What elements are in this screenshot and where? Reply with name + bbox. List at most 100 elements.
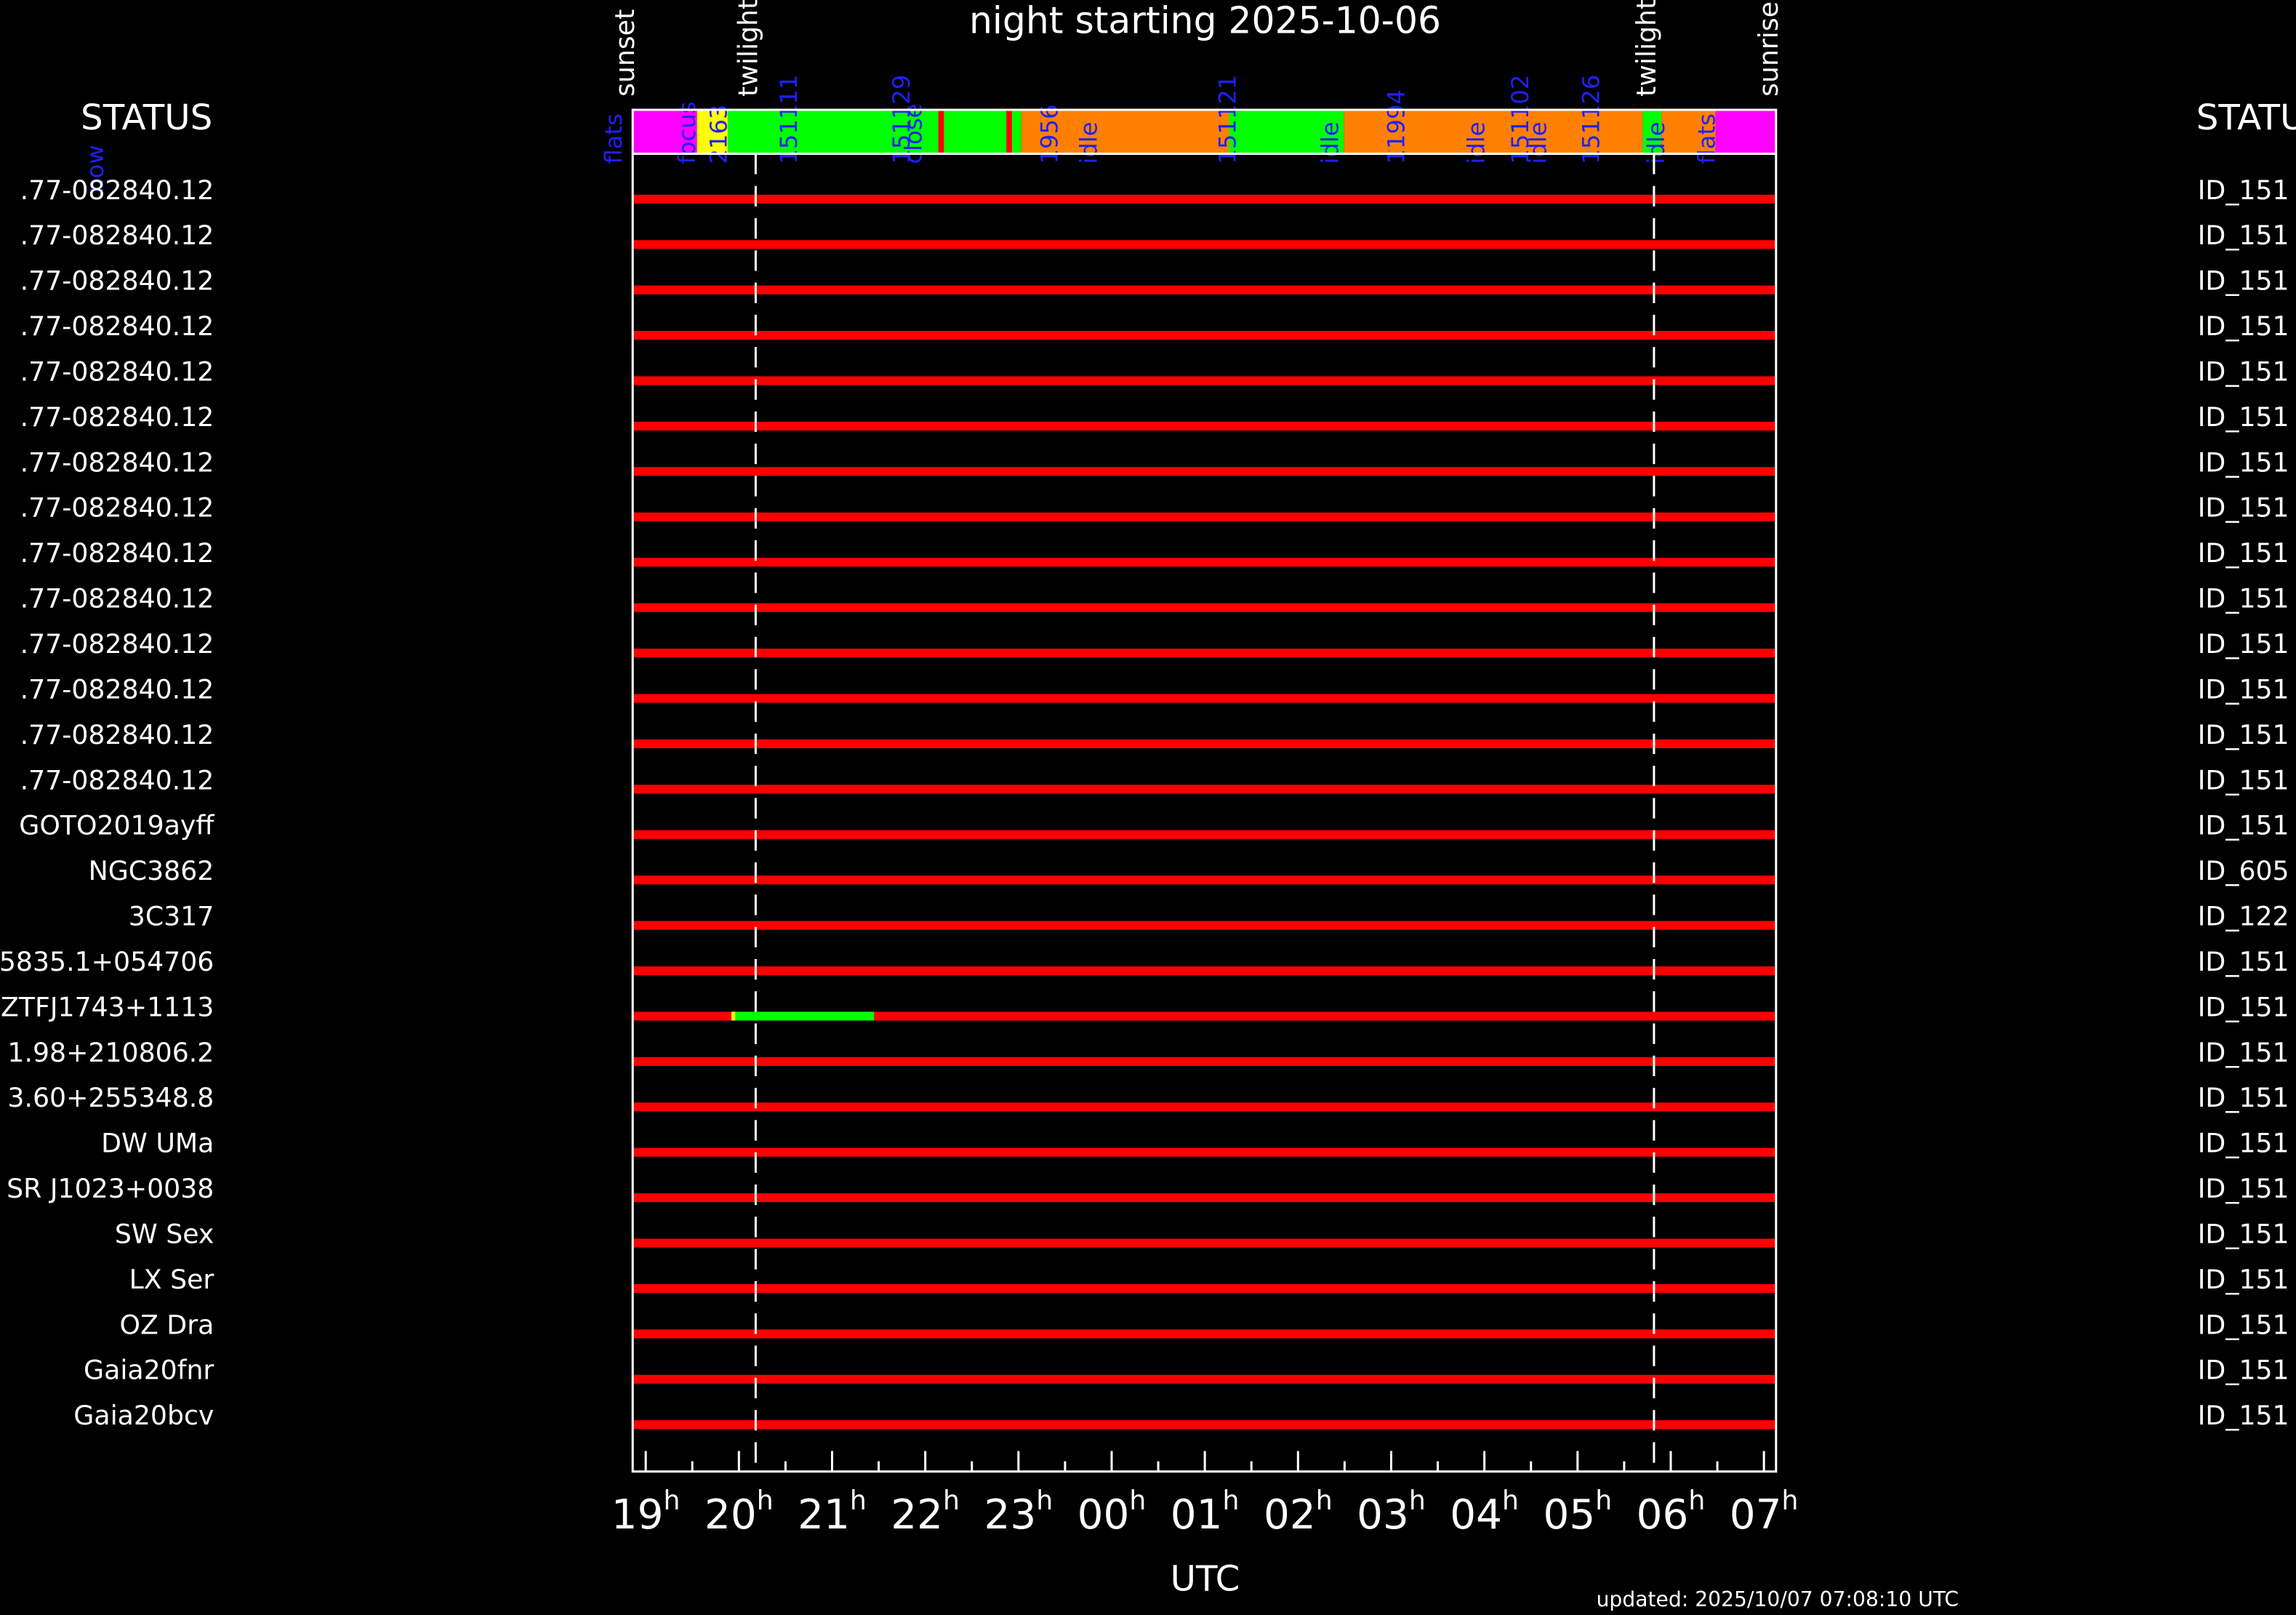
status-segment [938, 110, 944, 154]
chart-title: night starting 2025-10-06 [969, 0, 1441, 42]
status-label: close [900, 104, 928, 164]
left-header: STATUS [81, 97, 212, 138]
marker-label: sunrise [1753, 1, 1784, 97]
status-segment [1229, 110, 1344, 154]
row-id: ID_151 [2198, 175, 2289, 206]
row-bar [633, 1102, 1776, 1112]
row-bar [633, 467, 1776, 476]
x-axis-label: UTC [1171, 1559, 1240, 1600]
row-id: ID_151 [2198, 991, 2289, 1022]
row-name: .77-082840.12 [20, 764, 214, 796]
row-name: .77-082840.12 [20, 719, 214, 750]
row-name: DW UMa [101, 1128, 214, 1159]
status-label: idle [1075, 121, 1103, 164]
status-segment [1021, 110, 1229, 154]
status-segment [1344, 110, 1643, 154]
row-bar [633, 240, 1776, 249]
row-name: .77-082840.12 [20, 310, 214, 342]
row-id: ID_151 [2198, 1173, 2289, 1204]
row-id: ID_151 [2198, 1309, 2289, 1340]
row-name: NGC3862 [89, 855, 214, 886]
row-name: SW Sex [115, 1218, 214, 1249]
x-tick-label: 02h [1264, 1485, 1333, 1539]
row-name: .77-082840.12 [20, 492, 214, 524]
marker-label: sunset [609, 9, 641, 97]
status-label: idle [1524, 121, 1552, 164]
row-bar [633, 739, 1776, 748]
row-id: ID_151 [2198, 265, 2289, 297]
row-bar [633, 1057, 1776, 1066]
status-label: 1956 [1036, 105, 1064, 164]
row-id: ID_151 [2198, 673, 2289, 705]
status-label: 151129 [888, 75, 915, 164]
row-id: ID_151 [2198, 1082, 2289, 1113]
row-id: ID_151 [2198, 764, 2289, 796]
row-bar [633, 1011, 1776, 1021]
status-segment [697, 110, 728, 154]
row-bar [633, 1374, 1776, 1384]
row-id: ID_151 [2198, 401, 2289, 433]
row-name: .77-082840.12 [20, 220, 214, 251]
status-label: flats [1693, 113, 1720, 164]
status-label: idle [1463, 121, 1490, 164]
row-name: .77-082840.12 [20, 673, 214, 705]
status-label: 151121 [1213, 75, 1241, 164]
footer: updated: 2025/10/07 07:08:10 UTC [1597, 1587, 1959, 1611]
row-id: ID_151 [2198, 1218, 2289, 1249]
status-label: idle [1316, 121, 1344, 164]
row-name: .77-082840.12 [20, 401, 214, 433]
row-id: ID_151 [2198, 1037, 2289, 1068]
row-name: .77-082840.12 [20, 537, 214, 569]
x-tick-label: 20h [705, 1485, 774, 1539]
row-name: 3C317 [129, 901, 214, 932]
row-id: ID_151 [2198, 446, 2289, 478]
status-segment [1642, 110, 1662, 154]
row-bar [633, 921, 1776, 930]
status-label: 151102 [1506, 75, 1534, 164]
row-bar [633, 694, 1776, 703]
row-bar [633, 1420, 1776, 1430]
status-segment [1715, 110, 1776, 154]
row-id: ID_151 [2198, 356, 2289, 387]
row-bar [633, 1283, 1776, 1294]
row-name: .77-082840.12 [20, 356, 214, 387]
row-id: ID_151 [2198, 1400, 2289, 1431]
row-bar [633, 649, 1776, 658]
row-bar [633, 421, 1776, 430]
row-id: ID_151 [2198, 492, 2289, 524]
row-name: ZTFJ1743+1113 [1, 991, 214, 1022]
row-bar [633, 512, 1776, 521]
row-name: 1.98+210806.2 [7, 1037, 214, 1068]
row-id: ID_151 [2198, 719, 2289, 750]
row-id: ID_151 [2198, 1355, 2289, 1386]
row-bar [633, 285, 1776, 294]
row-bar [633, 1238, 1776, 1248]
status-label: idle [1642, 121, 1670, 164]
marker-label: twilight [1631, 0, 1662, 97]
status-segment [727, 110, 1021, 154]
row-name: .77-082840.12 [20, 175, 214, 206]
row-name: Gaia20fnr [84, 1355, 214, 1386]
status-segment [1661, 110, 1716, 154]
row-name: .77-082840.12 [20, 446, 214, 478]
status-segment [1006, 110, 1012, 154]
status-segment [633, 110, 697, 154]
row-bar [633, 1147, 1776, 1157]
row-bar [633, 785, 1776, 794]
row-id: ID_605 [2198, 855, 2289, 886]
row-id: ID_151 [2198, 946, 2289, 977]
x-tick-label: 07h [1730, 1485, 1799, 1539]
row-segment [731, 1011, 736, 1021]
row-bar [633, 376, 1776, 385]
row-bar [633, 194, 1776, 204]
x-tick-label: 01h [1171, 1485, 1240, 1539]
x-tick-label: 03h [1357, 1485, 1426, 1539]
row-id: ID_151 [2198, 310, 2289, 342]
row-name: LX Ser [129, 1264, 214, 1295]
x-tick-label: 05h [1543, 1485, 1612, 1539]
row-name: GOTO2019ayff [19, 810, 214, 841]
x-tick-label: 21h [798, 1485, 867, 1539]
status-label: 11994 [1382, 89, 1410, 164]
now-label: now [81, 145, 109, 193]
row-id: ID_151 [2198, 537, 2289, 569]
